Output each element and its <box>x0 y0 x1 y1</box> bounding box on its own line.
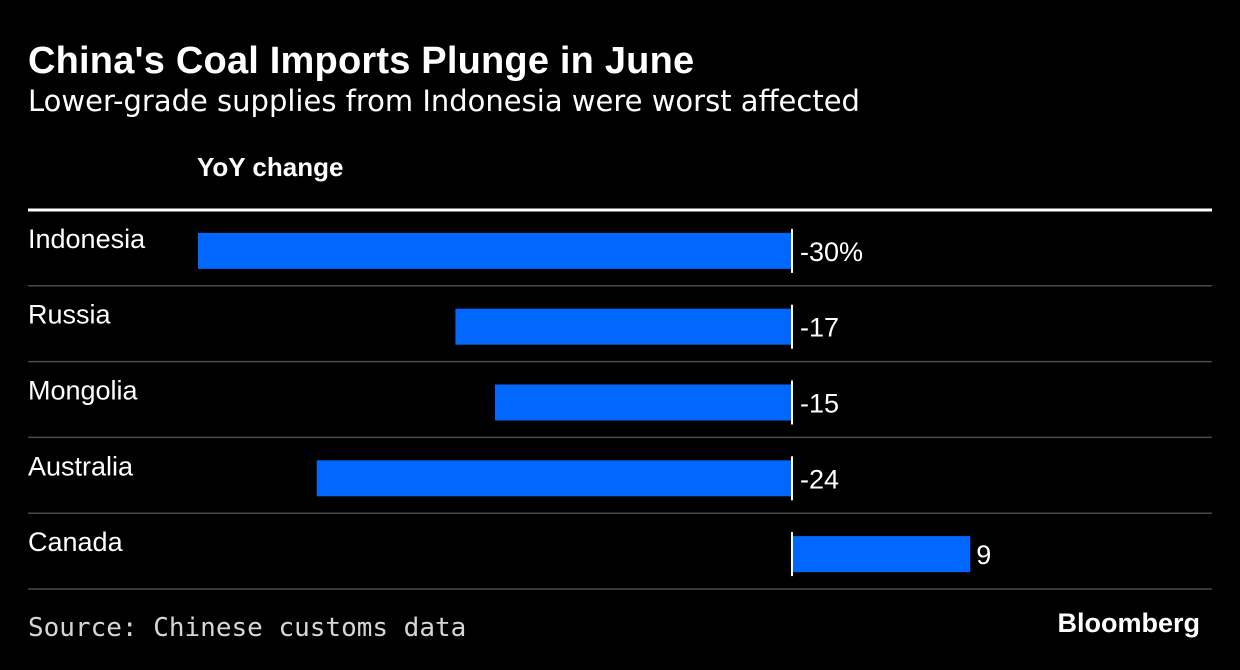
bar-chart: Indonesia -30% Russia -17 Mongolia -15 Austral… <box>28 208 1212 590</box>
category-label-indonesia: Indonesia <box>28 224 146 254</box>
bar-canada <box>792 536 971 573</box>
bar-indonesia <box>198 232 792 269</box>
value-label-russia: -17 <box>800 313 839 343</box>
value-label-australia: -24 <box>800 464 839 494</box>
chart-title: China's Coal Imports Plunge in June <box>28 40 695 82</box>
category-label-mongolia: Mongolia <box>28 376 139 406</box>
category-label-russia: Russia <box>28 300 112 330</box>
value-label-indonesia: -30% <box>800 237 863 267</box>
bar-russia <box>455 308 792 345</box>
bar-mongolia <box>495 384 792 421</box>
category-label-canada: Canada <box>28 527 124 557</box>
bar-australia <box>316 460 792 497</box>
bloomberg-logo: Bloomberg <box>1057 608 1200 638</box>
category-label-australia: Australia <box>28 451 134 481</box>
value-label-canada: 9 <box>976 540 991 570</box>
value-label-mongolia: -15 <box>800 389 839 419</box>
column-header: YoY change <box>197 152 344 182</box>
source-note: Source: Chinese customs data <box>28 613 467 643</box>
chart-subtitle: Lower-grade supplies from Indonesia were… <box>28 84 860 118</box>
